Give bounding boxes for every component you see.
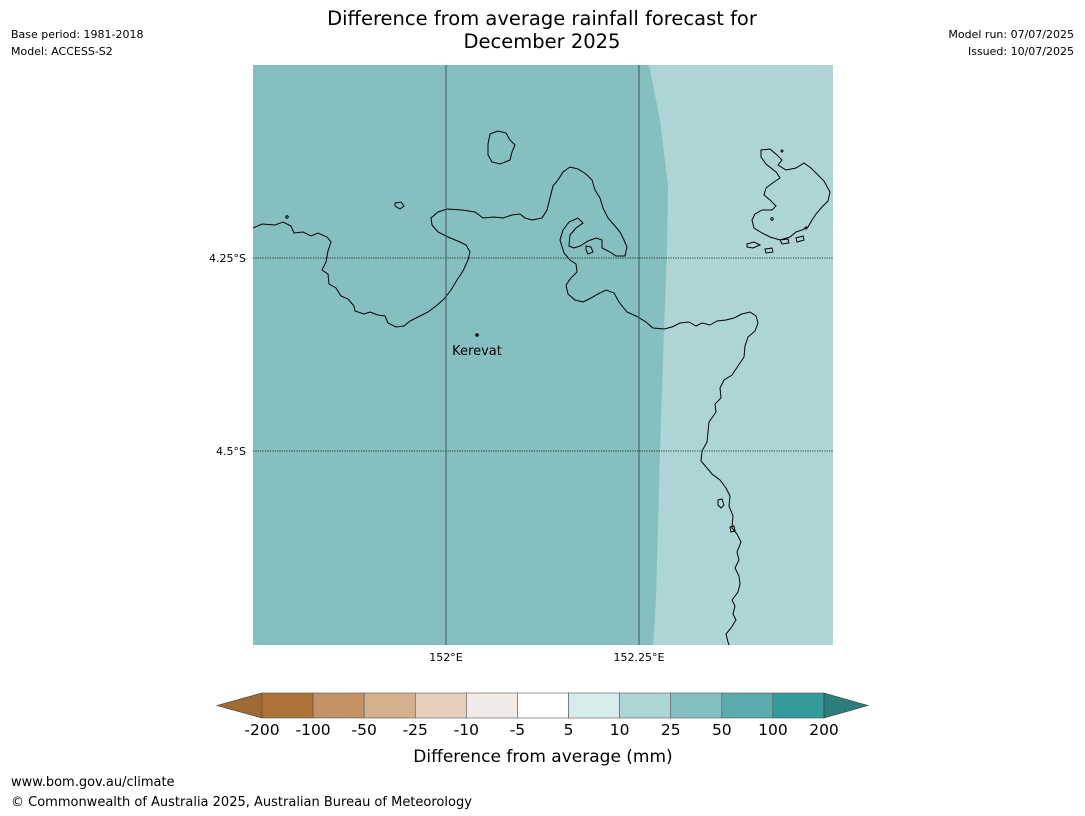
latitude-label: 4.5°S (216, 445, 246, 458)
colorbar-tick-labels: -200 -100 -50 -25 -10 -5 5 10 25 50 100 200 (244, 721, 838, 739)
colorbar-segment (414, 692, 467, 719)
colorbar-segment (312, 692, 365, 719)
colorbar-segment (466, 692, 518, 719)
longitude-label: 152°E (429, 651, 462, 664)
colorbar-tick-label: 10 (610, 721, 630, 739)
colorbar-tick-label: 5 (564, 721, 574, 739)
coastline-islet-east-6 (729, 525, 736, 533)
model-run-text: Model run: 07/07/2025 (948, 28, 1074, 41)
colorbar-segments (215, 692, 870, 719)
colorbar-tick-label: 100 (758, 721, 788, 739)
colorbar-tick-label: 200 (809, 721, 839, 739)
colorbar-over-arrow (823, 692, 870, 719)
kerevat-marker (475, 333, 479, 337)
colorbar-tick-label: -25 (403, 721, 428, 739)
title-line-2: December 2025 (463, 30, 621, 53)
colorbar-tick-label: -50 (352, 721, 377, 739)
colorbar-tick-label: 50 (712, 721, 732, 739)
kerevat-label: Kerevat (452, 344, 502, 359)
model-text: Model: ACCESS-S2 (11, 45, 113, 58)
gridlines (253, 65, 833, 645)
coastline-islet-east-2 (764, 247, 774, 254)
coastline-dot-3 (804, 226, 808, 230)
issued-text: Issued: 10/07/2025 (967, 45, 1074, 58)
title-line-1: Difference from average rainfall forecas… (327, 7, 757, 30)
latitude-label: 4.25°S (209, 252, 246, 265)
coastline-dot-1 (285, 215, 289, 219)
colorbar-under-arrow (215, 692, 263, 719)
colorbar-tick-label: -200 (244, 721, 279, 739)
colorbar-segment (721, 692, 774, 719)
coastline-islands-east (751, 148, 831, 241)
coastline (253, 130, 831, 645)
colorbar-segment (772, 692, 825, 719)
colorbar-tick-label: -100 (295, 721, 330, 739)
coastline-islet-east-3 (779, 238, 790, 245)
colorbar-tick-label: -10 (454, 721, 479, 739)
colorbar-label: Difference from average (mm) (413, 747, 672, 767)
coastline-island-north (487, 130, 516, 165)
colorbar-segment (517, 692, 569, 719)
base-period-text: Base period: 1981-2018 (11, 28, 144, 41)
coastline-islet-east-1 (746, 241, 762, 249)
coastline-main (253, 166, 759, 645)
colorbar-segment (670, 692, 723, 719)
map-title: Difference from average rainfall forecas… (242, 7, 842, 53)
metadata-left: Base period: 1981-2018 Model: ACCESS-S2 (11, 26, 143, 60)
colorbar-segment (619, 692, 672, 719)
zone-10-to-25mm (649, 65, 833, 645)
longitude-label: 152.25°E (614, 651, 665, 664)
colorbar-segment (363, 692, 416, 719)
coastline-islet-east-4 (795, 235, 805, 243)
axis-labels: 4.25°S 4.5°S 152°E 152.25°E (209, 252, 664, 664)
colorbar-tick-label: 25 (661, 721, 681, 739)
rainfall-map: Kerevat 4.25°S 4.5°S 152°E 152.25°E (209, 65, 833, 664)
bom-url[interactable]: www.bom.gov.au/climate (11, 775, 175, 790)
copyright-text: © Commonwealth of Australia 2025, Austra… (11, 795, 472, 810)
coastline-islet-mid (585, 245, 594, 255)
metadata-right: Model run: 07/07/2025 Issued: 10/07/2025 (948, 26, 1074, 60)
coastline-dot-4 (770, 217, 774, 221)
colorbar-tick-label: -5 (510, 721, 525, 739)
coastline-dot-2 (780, 149, 784, 153)
coastline-islet-east-5 (717, 498, 725, 509)
colorbar-segment (568, 692, 620, 719)
colorbar-segment (261, 692, 314, 719)
coastline-islet-west (394, 201, 405, 210)
